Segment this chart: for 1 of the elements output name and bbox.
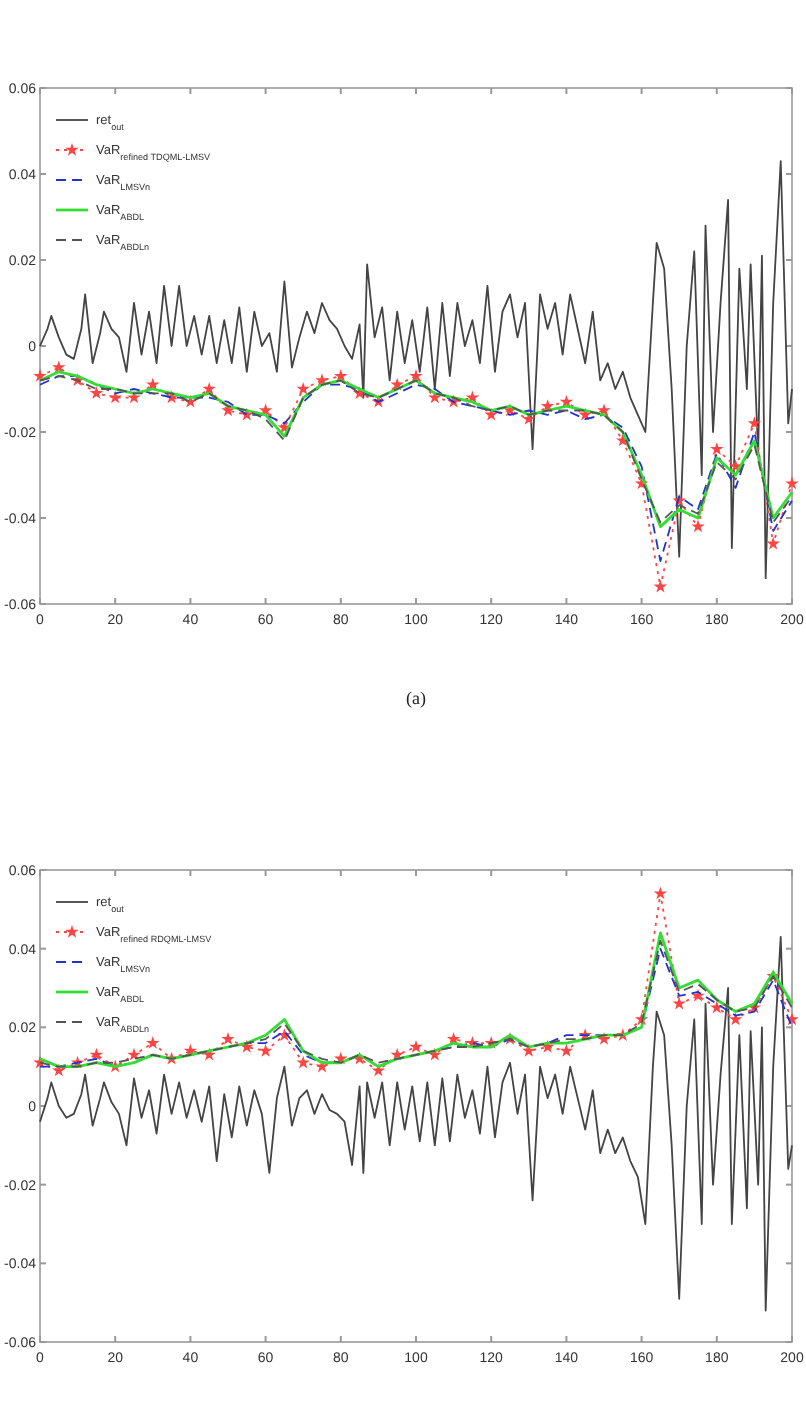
text: (a) [406,688,426,708]
